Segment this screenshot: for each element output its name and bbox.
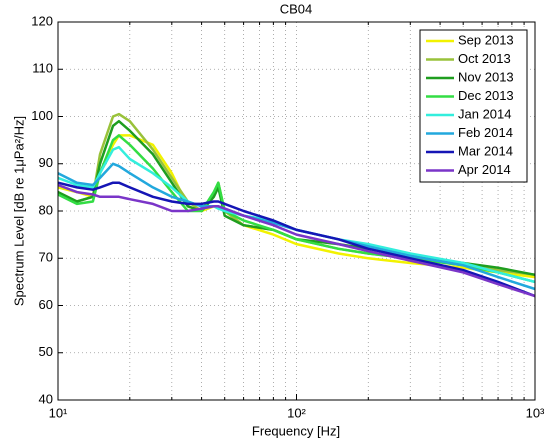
series-line: [57, 183, 536, 298]
legend-label: Sep 2013: [458, 32, 514, 47]
legend-label: Jan 2014: [458, 106, 512, 121]
series-line: [57, 181, 536, 298]
y-tick-label: 40: [39, 391, 53, 406]
legend-label: Mar 2014: [458, 143, 513, 158]
y-tick-label: 70: [39, 250, 53, 265]
legend-label: Feb 2014: [458, 125, 513, 140]
legend-label: Oct 2013: [458, 51, 511, 66]
y-tick-label: 110: [32, 61, 53, 76]
y-tick-label: 100: [31, 108, 53, 123]
legend-box: [419, 29, 528, 183]
chart-title: CB04: [280, 1, 313, 16]
legend-label: Nov 2013: [458, 69, 514, 84]
legend-label: Apr 2014: [458, 162, 511, 177]
legend-label: Dec 2013: [458, 88, 514, 103]
x-axis-label: Frequency [Hz]: [252, 423, 340, 438]
y-tick-label: 60: [39, 297, 53, 312]
x-tick-label: 10¹: [49, 405, 68, 420]
y-tick-label: 50: [39, 344, 53, 359]
y-axis-label: Spectrum Level [dB re 1μPa²/Hz]: [11, 116, 26, 306]
y-tick-label: 80: [39, 202, 53, 217]
y-tick-label: 120: [31, 13, 53, 28]
y-tick-label: 90: [39, 155, 53, 170]
plot-frame: [57, 21, 536, 401]
x-tick-label: 10³: [526, 405, 545, 420]
x-tick-label: 10²: [287, 405, 306, 420]
